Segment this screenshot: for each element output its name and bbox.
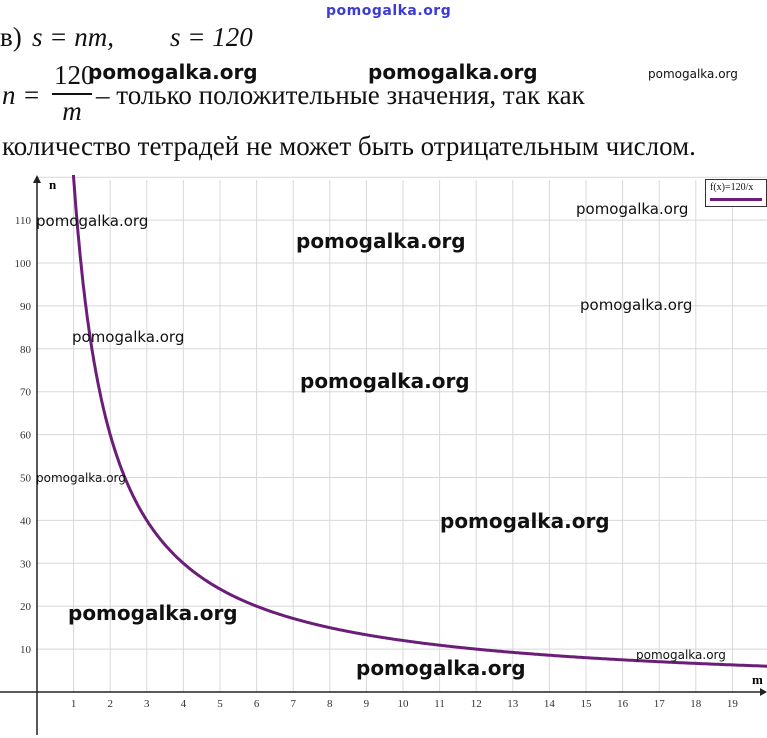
y-tick-label: 60	[20, 430, 32, 442]
y-tick-label: 100	[15, 258, 32, 270]
x-tick-label: 18	[690, 698, 702, 710]
watermark: pomogalka.org	[576, 200, 689, 218]
x-tick-label: 16	[617, 698, 629, 710]
explanation-text-2: количество тетрадей не может быть отрица…	[2, 131, 696, 161]
watermark: pomogalka.org	[300, 369, 470, 393]
x-tick-label: 5	[217, 698, 223, 710]
x-tick-label: 2	[107, 698, 113, 710]
legend-label: f(x)=120/x	[710, 182, 754, 193]
part-label: в)	[0, 22, 22, 52]
y-tick-label: 80	[20, 344, 32, 356]
legend-line	[710, 198, 762, 201]
y-tick-label: 20	[20, 601, 32, 613]
x-tick-label: 6	[254, 698, 260, 710]
y-axis-arrow	[33, 175, 41, 183]
y-tick-label: 110	[15, 215, 32, 227]
watermark: pomogalka.org	[636, 648, 726, 662]
watermark: pomogalka.org	[440, 509, 610, 533]
x-tick-label: 17	[654, 698, 666, 710]
tick-labels: 1 2 3 4 5 6 7 8 9 10 11 12 13 14 15 16 17 18 1910203040506…	[15, 215, 739, 710]
y-tick-label: 10	[20, 644, 32, 656]
y-tick-label: 70	[20, 387, 32, 399]
fraction-numerator: 120	[54, 60, 95, 90]
x-tick-label: 9	[364, 698, 370, 710]
x-tick-label: 10	[398, 698, 410, 710]
watermark: pomogalka.org	[368, 60, 538, 84]
x-tick-label: 3	[144, 698, 150, 710]
x-tick-label: 14	[544, 698, 556, 710]
x-axis-label: m	[752, 672, 763, 687]
fraction-denominator: m	[62, 96, 82, 126]
x-tick-label: 19	[727, 698, 739, 710]
x-tick-label: 8	[327, 698, 333, 710]
watermark: pomogalka.org	[648, 67, 738, 81]
watermark: pomogalka.org	[296, 229, 466, 253]
watermark: pomogalka.org	[68, 601, 238, 625]
y-tick-label: 30	[20, 558, 32, 570]
watermark: pomogalka.org	[72, 328, 185, 346]
curve-120-over-x	[71, 175, 767, 668]
watermark: pomogalka.org	[580, 296, 693, 314]
watermark: pomogalka.org	[36, 471, 126, 485]
n-equals: n =	[2, 80, 41, 110]
x-tick-label: 15	[581, 698, 593, 710]
watermark: pomogalka.org	[36, 212, 149, 230]
x-tick-label: 13	[507, 698, 519, 710]
y-tick-label: 40	[20, 515, 32, 527]
x-tick-label: 4	[181, 698, 187, 710]
legend: f(x)=120/x	[705, 179, 767, 207]
fraction-bar	[52, 93, 92, 95]
x-tick-label: 1	[71, 698, 77, 710]
x-axis-arrow	[760, 688, 767, 696]
formula-s-nm: s = nm,	[32, 22, 114, 52]
y-axis-label: n	[49, 177, 57, 192]
y-tick-label: 50	[20, 473, 32, 485]
axes	[0, 175, 767, 735]
watermark: pomogalka.org	[88, 60, 258, 84]
x-tick-label: 7	[290, 698, 296, 710]
explanation-text-1: – только положительные значения, так как	[96, 80, 585, 110]
x-tick-label: 11	[434, 698, 445, 710]
y-tick-label: 90	[20, 301, 32, 313]
top-watermark: pomogalka.org	[326, 3, 452, 19]
watermark: pomogalka.org	[356, 656, 526, 680]
formula-s-120: s = 120	[170, 22, 253, 52]
x-tick-label: 12	[471, 698, 482, 710]
grid-lines	[37, 176, 767, 692]
function-graph: 1 2 3 4 5 6 7 8 9 10 11 12 13 14 15 16 17 18 1910203040506…	[0, 175, 767, 735]
